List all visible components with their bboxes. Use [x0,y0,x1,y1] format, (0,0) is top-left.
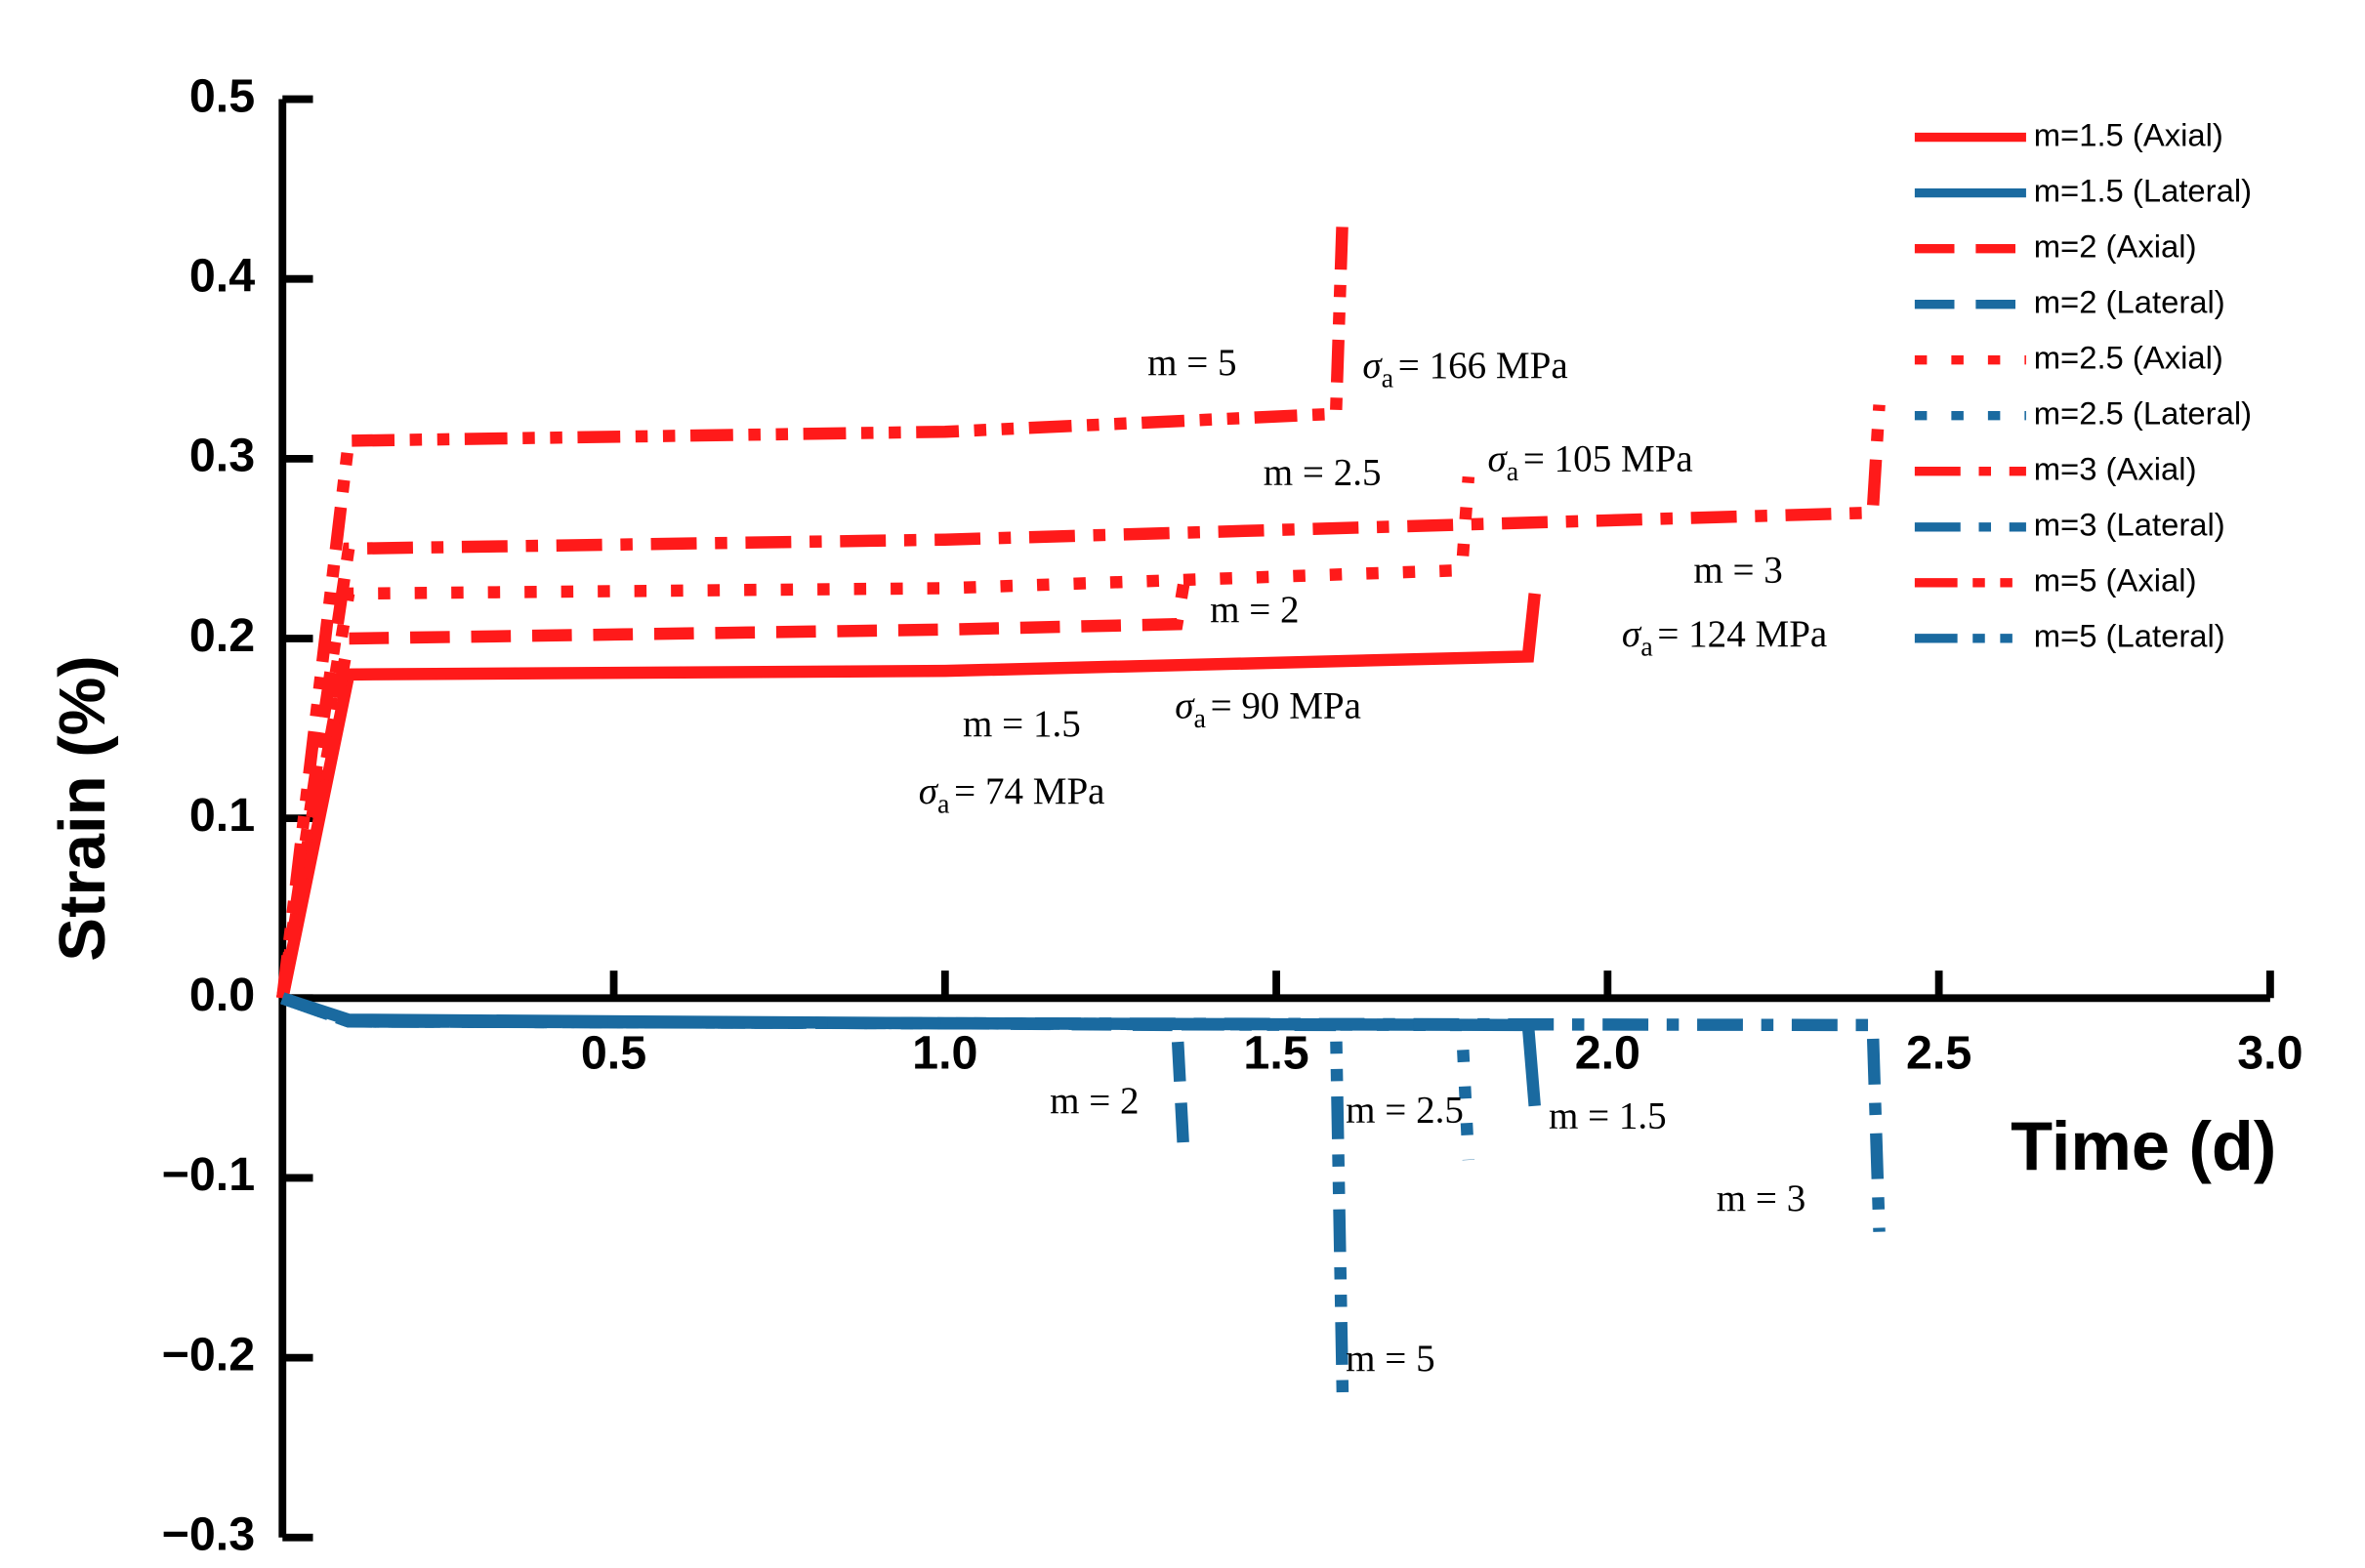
y-tick-label: 0.5 [189,69,255,122]
sigma-subscript: a [1640,633,1653,663]
stress-annotation: σa = 124 MPa [1622,613,1827,663]
y-tick-label: 0.2 [189,609,255,662]
legend-label: m=1.5 (Lateral) [2034,172,2252,208]
lateral-annotation: m = 2 [1050,1080,1139,1122]
sigma-subscript: a [1193,704,1206,734]
stress-value: = 166 MPa [1398,345,1568,387]
x-axis-label: Time (d) [2011,1107,2276,1184]
x-tick-label: 2.0 [1575,1026,1640,1079]
annotation: m = 2 [1210,589,1299,631]
lateral-annotation: m = 3 [1717,1177,1805,1219]
sigma: σ [1487,437,1508,479]
annotation: m = 1.5 [963,703,1081,745]
lateral-annotation: m = 1.5 [1549,1095,1667,1137]
x-tick-label: 1.5 [1243,1026,1308,1079]
y-tick-label: 0.0 [189,969,255,1021]
sigma: σ [919,770,939,812]
legend-label: m=2 (Lateral) [2034,283,2225,319]
x-tick-label: 0.5 [581,1026,646,1079]
sigma-subscript: a [1507,457,1519,487]
legend-label: m=2.5 (Axial) [2034,339,2223,375]
stress-annotation: σa = 74 MPa [919,770,1105,820]
lateral-annotation: m = 5 [1346,1338,1434,1380]
legend-label: m=5 (Lateral) [2034,617,2225,653]
stress-value: = 90 MPa [1211,684,1361,726]
x-tick-label: 3.0 [2237,1026,2303,1079]
series-line [276,404,1886,1000]
annotation: m = 5 [1147,342,1236,384]
sigma-subscript: a [937,790,950,820]
legend-label: m=3 (Lateral) [2034,506,2225,542]
y-tick-label: −0.1 [162,1148,256,1201]
sigma: σ [1622,613,1642,655]
stress-annotation: σa = 166 MPa [1362,345,1567,394]
legend-label: m=3 (Axial) [2034,450,2197,486]
sigma-subscript: a [1382,364,1394,394]
stress-annotation: σa = 90 MPa [1175,684,1361,734]
x-tick-label: 1.0 [912,1026,977,1079]
series-line [280,992,1190,1152]
y-tick-label: −0.2 [162,1328,256,1381]
annotation: m = 2.5 [1264,451,1382,493]
stress-value: = 74 MPa [954,770,1104,812]
legend-label: m=2 (Axial) [2034,227,2197,264]
stress-annotation: σa = 105 MPa [1487,437,1692,487]
legend-label: m=2.5 (Lateral) [2034,394,2252,431]
y-tick-label: 0.3 [189,430,255,482]
annotation: m = 3 [1693,549,1782,591]
sigma: σ [1175,684,1195,726]
series-line [280,992,1886,1232]
legend-label: m=5 (Axial) [2034,561,2197,598]
y-tick-label: 0.4 [189,249,255,302]
legend-label: m=1.5 (Axial) [2034,116,2223,152]
y-axis-label: Strain (%) [46,655,119,961]
series-line [276,475,1475,1000]
x-tick-label: 2.5 [1906,1026,1971,1079]
stress-value: = 124 MPa [1657,613,1827,655]
y-tick-label: −0.3 [162,1508,256,1561]
series-line [276,593,1541,1000]
y-tick-label: 0.1 [189,789,255,842]
stress-value: = 105 MPa [1523,437,1693,479]
lateral-annotation: m = 2.5 [1346,1089,1464,1131]
series-line [276,216,1349,1000]
sigma: σ [1362,345,1383,387]
